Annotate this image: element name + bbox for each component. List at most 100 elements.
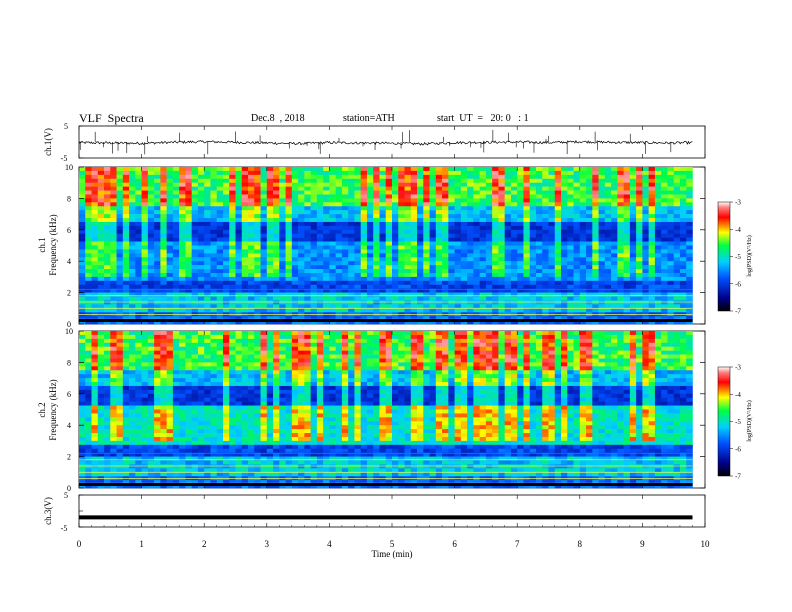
spectrogram-cell bbox=[229, 265, 236, 270]
spectrogram-cell bbox=[141, 304, 149, 309]
spectrogram-cell bbox=[366, 257, 374, 262]
spectrogram-cell bbox=[310, 320, 318, 325]
spectrogram-cell bbox=[204, 218, 211, 223]
spectrogram-cell bbox=[573, 316, 581, 321]
spectrogram-cell bbox=[392, 221, 399, 227]
spectrogram-cell bbox=[586, 210, 593, 215]
spectrogram-cell bbox=[542, 167, 549, 172]
spectrogram-cell bbox=[191, 436, 199, 442]
spectrogram-cell bbox=[535, 237, 543, 242]
spectrogram-cell bbox=[410, 300, 418, 305]
spectrogram-cell bbox=[85, 316, 92, 321]
spectrogram-cell bbox=[197, 425, 205, 430]
spectrogram-cell bbox=[304, 269, 311, 274]
spectrogram-cell bbox=[104, 397, 111, 402]
spectrogram-cell bbox=[179, 292, 186, 297]
spectrogram-cell bbox=[648, 296, 656, 301]
spectrogram-cell bbox=[473, 269, 480, 274]
spectrogram-cell bbox=[417, 210, 424, 215]
spectrogram-cell bbox=[97, 296, 105, 301]
spectrogram-cell bbox=[147, 429, 155, 434]
spectrogram-cell bbox=[604, 206, 612, 211]
spectrogram-cell bbox=[185, 417, 192, 422]
spectrogram-cell bbox=[254, 272, 261, 278]
spectrogram-cell bbox=[517, 202, 524, 207]
spectrogram-cell bbox=[454, 257, 462, 262]
spectrogram-cell bbox=[110, 320, 117, 325]
spectrogram-cell bbox=[335, 316, 343, 321]
spectrogram-cell bbox=[91, 198, 99, 203]
spectrogram-cell bbox=[354, 320, 361, 325]
spectrogram-cell bbox=[335, 210, 343, 215]
spectrogram-cell bbox=[204, 174, 211, 180]
spectrogram-cell bbox=[529, 167, 537, 172]
spectrogram-cell bbox=[197, 265, 205, 270]
spectrogram-cell bbox=[523, 182, 531, 187]
spectrogram-cell bbox=[498, 194, 505, 199]
spectrogram-cell bbox=[529, 170, 537, 176]
spectrogram-cell bbox=[298, 257, 305, 262]
spectrogram-cell bbox=[404, 261, 412, 266]
spectrogram-cell bbox=[166, 358, 174, 363]
spectrogram-cell bbox=[97, 436, 105, 442]
spectrogram-cell bbox=[554, 320, 562, 325]
spectrogram-cell bbox=[248, 194, 255, 199]
spectrogram-cell bbox=[222, 316, 230, 321]
spectrogram-cell bbox=[241, 241, 249, 246]
spectrogram-cell bbox=[191, 272, 199, 278]
spectrogram-cell bbox=[235, 288, 243, 293]
spectrogram-cell bbox=[122, 433, 130, 438]
spectrogram-cell bbox=[467, 210, 474, 215]
spectrogram-cell bbox=[85, 182, 92, 187]
spectrogram-cell bbox=[323, 308, 330, 313]
spectrogram-cell bbox=[116, 178, 124, 183]
spectrogram-cell bbox=[404, 280, 412, 286]
spectrogram-cell bbox=[673, 170, 681, 176]
spectrogram-cell bbox=[185, 354, 192, 359]
spectrogram-cell bbox=[460, 261, 468, 266]
spectrogram-cell bbox=[366, 308, 374, 313]
spectrogram-cell bbox=[673, 249, 681, 254]
spectrogram-cell bbox=[179, 378, 186, 383]
spectrogram-cell bbox=[154, 444, 161, 450]
spectrogram-cell bbox=[248, 198, 255, 203]
spectrogram-cell bbox=[141, 370, 149, 375]
spectrogram-cell bbox=[147, 405, 155, 410]
spectrogram-cell bbox=[135, 167, 142, 172]
spectrogram-cell bbox=[254, 186, 261, 191]
spectrogram-cell bbox=[523, 292, 531, 297]
spectrogram-cell bbox=[291, 194, 299, 199]
spectrogram-cell bbox=[85, 421, 92, 426]
spectrogram-cell bbox=[222, 167, 230, 172]
spectrogram-cell bbox=[417, 261, 424, 266]
spectrogram-cell bbox=[110, 261, 117, 266]
spectrogram-cell bbox=[510, 280, 518, 286]
spectrogram-cell bbox=[129, 354, 136, 359]
spectrogram-cell bbox=[204, 417, 211, 422]
spectrogram-cell bbox=[398, 218, 405, 223]
spectrogram-cell bbox=[454, 233, 462, 238]
spectrogram-cell bbox=[222, 409, 230, 414]
spectrogram-cell bbox=[523, 276, 531, 282]
spectrogram-cell bbox=[222, 448, 230, 453]
spectrogram-cell bbox=[154, 198, 161, 203]
spectrogram-cell bbox=[147, 354, 155, 359]
spectrogram-cell bbox=[366, 296, 374, 301]
spectrogram-cell bbox=[679, 167, 687, 172]
spectrogram-cell bbox=[561, 253, 568, 258]
spectrogram-cell bbox=[629, 280, 637, 286]
spectrogram-cell bbox=[517, 292, 524, 297]
spectrogram-cell bbox=[592, 245, 599, 250]
spectrogram-cell bbox=[492, 233, 499, 238]
spectrogram-cell bbox=[523, 296, 531, 301]
spectrogram-cell bbox=[592, 210, 599, 215]
spectrogram-cell bbox=[686, 225, 693, 231]
spectrogram-cell bbox=[435, 304, 443, 309]
spectrogram-cell bbox=[222, 472, 230, 477]
spectrogram-cell bbox=[160, 304, 167, 309]
spectrogram-cell bbox=[210, 225, 218, 231]
spectrogram-cell bbox=[323, 170, 330, 176]
spectrogram-cell bbox=[366, 190, 374, 195]
spectrogram-cell bbox=[135, 397, 142, 402]
spectrogram-cell bbox=[91, 190, 99, 195]
